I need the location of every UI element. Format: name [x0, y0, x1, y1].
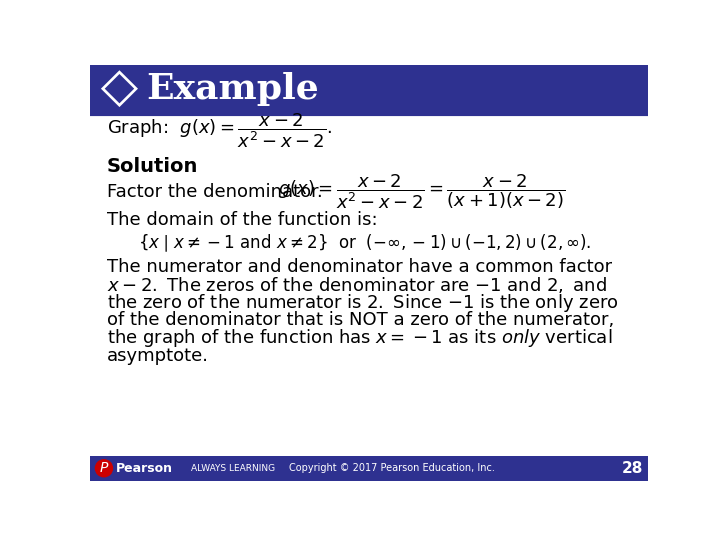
- Text: $g(x) = \dfrac{x-2}{x^2-x-2} = \dfrac{x-2}{(x+1)(x-2)}$: $g(x) = \dfrac{x-2}{x^2-x-2} = \dfrac{x-…: [277, 172, 565, 211]
- Polygon shape: [104, 74, 134, 103]
- Text: Factor the denominator.: Factor the denominator.: [107, 183, 323, 201]
- Text: $x - 2.$ The zeros of the denominator are $-1$ and $2,$ and: $x - 2.$ The zeros of the denominator ar…: [107, 275, 607, 295]
- Text: $\mathit{P}$: $\mathit{P}$: [99, 461, 109, 475]
- Text: the zero of the numerator is $2.$ Since $-1$ is the only zero: the zero of the numerator is $2.$ Since …: [107, 292, 618, 314]
- Text: Solution: Solution: [107, 157, 199, 176]
- Bar: [90, 456, 648, 481]
- Text: The numerator and denominator have a common factor: The numerator and denominator have a com…: [107, 258, 612, 276]
- Text: ALWAYS LEARNING: ALWAYS LEARNING: [191, 464, 275, 473]
- Text: 28: 28: [622, 461, 643, 476]
- Text: $\{x \mid x \neq -1 \text{ and } x \neq 2\}$  or  $(-\infty,-1)\cup(-1,2)\cup(2,: $\{x \mid x \neq -1 \text{ and } x \neq …: [138, 233, 591, 254]
- Circle shape: [96, 460, 112, 477]
- Text: Example: Example: [145, 72, 318, 106]
- Text: The domain of the function is:: The domain of the function is:: [107, 211, 378, 230]
- Polygon shape: [102, 72, 137, 106]
- Text: Pearson: Pearson: [117, 462, 174, 475]
- Text: Graph:  $g(x) = \dfrac{x-2}{x^2 - x - 2}.$: Graph: $g(x) = \dfrac{x-2}{x^2 - x - 2}.…: [107, 111, 332, 150]
- Text: asymptote.: asymptote.: [107, 347, 209, 365]
- Text: the graph of the function has $x = -1$ as its $\mathit{only}$ vertical: the graph of the function has $x = -1$ a…: [107, 327, 613, 349]
- Text: Copyright © 2017 Pearson Education, Inc.: Copyright © 2017 Pearson Education, Inc.: [289, 463, 495, 473]
- Text: of the denominator that is NOT a zero of the numerator,: of the denominator that is NOT a zero of…: [107, 312, 614, 329]
- Bar: [90, 65, 648, 112]
